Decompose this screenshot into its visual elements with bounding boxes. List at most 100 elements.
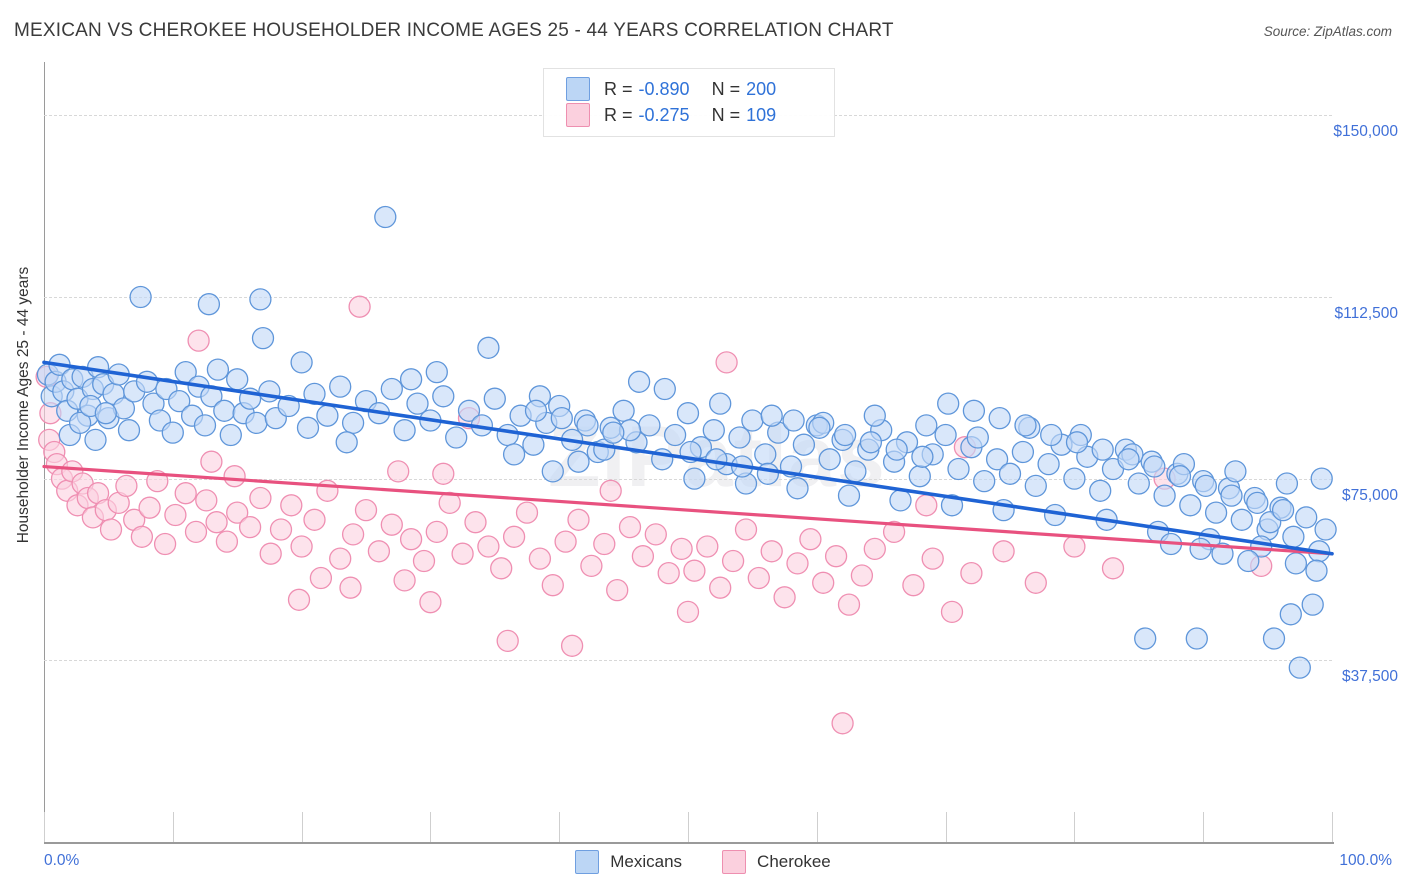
data-point	[1237, 549, 1260, 573]
n-value-mexicans: 200	[746, 78, 777, 99]
data-point	[1211, 542, 1234, 565]
series-swatch-cherokee	[722, 850, 747, 874]
data-point	[432, 385, 455, 408]
data-point	[998, 462, 1022, 485]
x-tick-30	[430, 812, 432, 842]
data-point	[215, 530, 239, 553]
data-point	[915, 494, 938, 517]
data-point	[599, 479, 622, 502]
data-point	[193, 414, 217, 437]
data-point	[863, 537, 886, 561]
trendline-mexicans	[42, 360, 1334, 556]
data-point	[593, 532, 616, 556]
series-legend: Mexicans Cherokee	[0, 850, 1406, 874]
data-point	[657, 561, 680, 585]
data-point	[885, 438, 908, 461]
series-legend-item-cherokee[interactable]: Cherokee	[722, 850, 831, 874]
data-point	[432, 462, 455, 485]
data-point	[644, 523, 667, 546]
data-point	[1220, 484, 1243, 507]
legend-swatch-cherokee	[566, 103, 590, 127]
data-point	[354, 498, 378, 522]
data-point	[399, 528, 423, 551]
data-point	[728, 426, 751, 449]
data-point	[138, 496, 161, 519]
data-point	[219, 423, 242, 447]
data-point	[303, 508, 326, 531]
data-point	[115, 474, 138, 498]
data-point	[457, 399, 481, 422]
stats-row-mexicans: R = -0.890 N = 200	[544, 76, 834, 102]
data-point	[663, 423, 687, 447]
data-point	[399, 368, 423, 391]
x-axis-line	[44, 842, 1334, 844]
page-title: MEXICAN VS CHEROKEE HOUSEHOLDER INCOME A…	[14, 20, 894, 41]
data-point	[496, 423, 519, 447]
data-point	[477, 336, 500, 359]
x-tick-0	[44, 812, 45, 842]
data-point	[786, 477, 809, 500]
x-tick-40	[559, 812, 561, 842]
data-point	[1168, 465, 1192, 488]
data-point	[676, 600, 700, 624]
data-point	[902, 574, 925, 597]
data-point	[1194, 474, 1217, 498]
data-point	[245, 411, 268, 435]
data-point	[550, 406, 573, 430]
data-point	[988, 406, 1011, 430]
data-point	[393, 569, 416, 592]
data-point	[287, 588, 311, 611]
x-axis-max-label: 100.0%	[1339, 852, 1392, 869]
data-point	[1091, 438, 1114, 461]
data-point	[696, 535, 719, 558]
data-point	[541, 460, 564, 483]
data-point	[251, 326, 275, 350]
data-point	[863, 404, 886, 427]
series-legend-item-mexicans[interactable]: Mexicans	[575, 850, 682, 874]
data-point	[560, 634, 584, 657]
data-point	[709, 392, 732, 415]
data-point	[709, 576, 732, 599]
data-point	[638, 414, 661, 437]
data-point	[580, 554, 603, 578]
data-point	[715, 351, 738, 374]
data-point	[567, 450, 590, 473]
data-point	[653, 377, 676, 401]
data-point	[380, 513, 403, 536]
data-point	[612, 399, 635, 422]
data-point	[1279, 603, 1302, 626]
data-point	[940, 600, 964, 624]
data-point	[1189, 537, 1212, 561]
data-point	[1101, 557, 1125, 580]
data-point	[1305, 559, 1328, 582]
data-point	[831, 712, 854, 735]
data-point	[367, 540, 391, 563]
data-point	[496, 629, 519, 653]
data-point	[824, 545, 848, 568]
data-point	[223, 465, 246, 488]
data-point	[341, 411, 365, 435]
data-point	[238, 515, 262, 539]
data-point	[348, 295, 371, 318]
r-value-mexicans: -0.890	[638, 78, 690, 99]
y-tick-label-2: $75,000	[1341, 486, 1398, 504]
y-tick-label-0: $150,000	[1333, 123, 1398, 141]
data-point	[1143, 455, 1166, 478]
data-point	[773, 586, 796, 609]
x-tick-90	[1203, 812, 1205, 842]
data-point	[226, 368, 249, 391]
x-tick-60	[816, 812, 818, 842]
data-point	[451, 542, 474, 565]
data-point	[68, 411, 92, 435]
data-point	[290, 351, 313, 374]
data-point	[576, 414, 599, 437]
data-point	[1011, 440, 1035, 464]
data-point	[676, 402, 700, 425]
data-point	[882, 520, 906, 544]
data-point	[683, 559, 706, 582]
data-point	[206, 358, 230, 381]
trendline-cherokee	[42, 464, 1334, 556]
data-point	[161, 421, 184, 444]
data-point	[911, 445, 934, 468]
data-point	[818, 448, 841, 471]
